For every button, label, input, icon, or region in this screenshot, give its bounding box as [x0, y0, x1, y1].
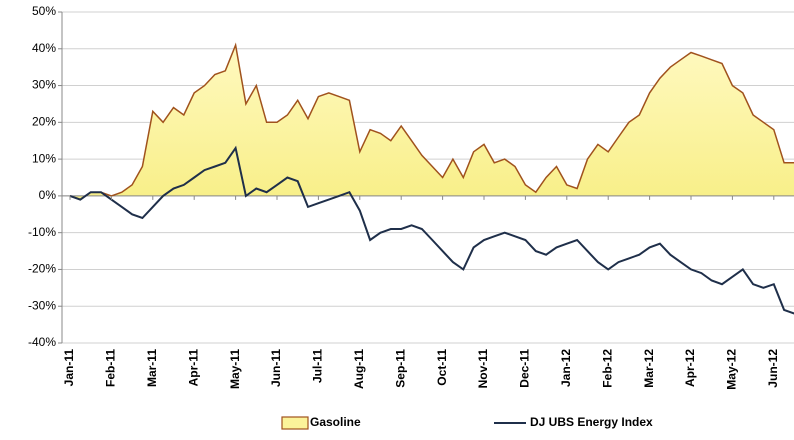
x-tick-label: Mar-12 [642, 349, 656, 388]
x-tick-label: Oct-11 [435, 349, 449, 386]
x-tick-label: Jan-11 [62, 349, 76, 387]
x-tick-label: Mar-11 [145, 349, 159, 387]
x-tick-label: Nov-11 [476, 349, 490, 389]
x-tick-label: May-11 [228, 349, 242, 389]
x-tick-label: Sep-11 [393, 349, 407, 388]
y-tick-label: 10% [32, 151, 56, 165]
x-tick-label: Dec-11 [518, 349, 532, 388]
x-tick-label: May-12 [725, 349, 739, 390]
legend-swatch [281, 416, 309, 430]
series-line [69, 42, 794, 201]
y-tick-label: 0% [39, 188, 57, 202]
y-tick-label: -20% [28, 262, 56, 276]
legend-label: DJ UBS Energy Index [530, 415, 653, 429]
x-tick-label: Feb-11 [104, 349, 118, 387]
x-tick-label: Jun-11 [269, 349, 283, 387]
area-fill [70, 45, 794, 200]
y-tick-label: -40% [28, 335, 56, 349]
y-tick-label: 20% [32, 115, 56, 129]
legend-label: Gasoline [310, 415, 361, 429]
y-tick-label: -10% [28, 225, 56, 239]
x-tick-label: Apr-11 [186, 349, 200, 387]
y-tick-label: 30% [32, 78, 56, 92]
x-tick-label: Jan-12 [559, 349, 573, 387]
x-tick-label: Jun-12 [766, 349, 780, 388]
x-tick-label: Feb-12 [600, 349, 614, 388]
y-tick-label: -30% [28, 298, 56, 312]
y-tick-label: 50% [32, 4, 56, 18]
x-tick-label: Aug-11 [352, 349, 366, 389]
series-line [69, 145, 794, 315]
x-tick-label: Jul-11 [311, 349, 325, 383]
y-tick-label: 40% [32, 41, 56, 55]
x-tick-label: Apr-12 [683, 349, 697, 387]
